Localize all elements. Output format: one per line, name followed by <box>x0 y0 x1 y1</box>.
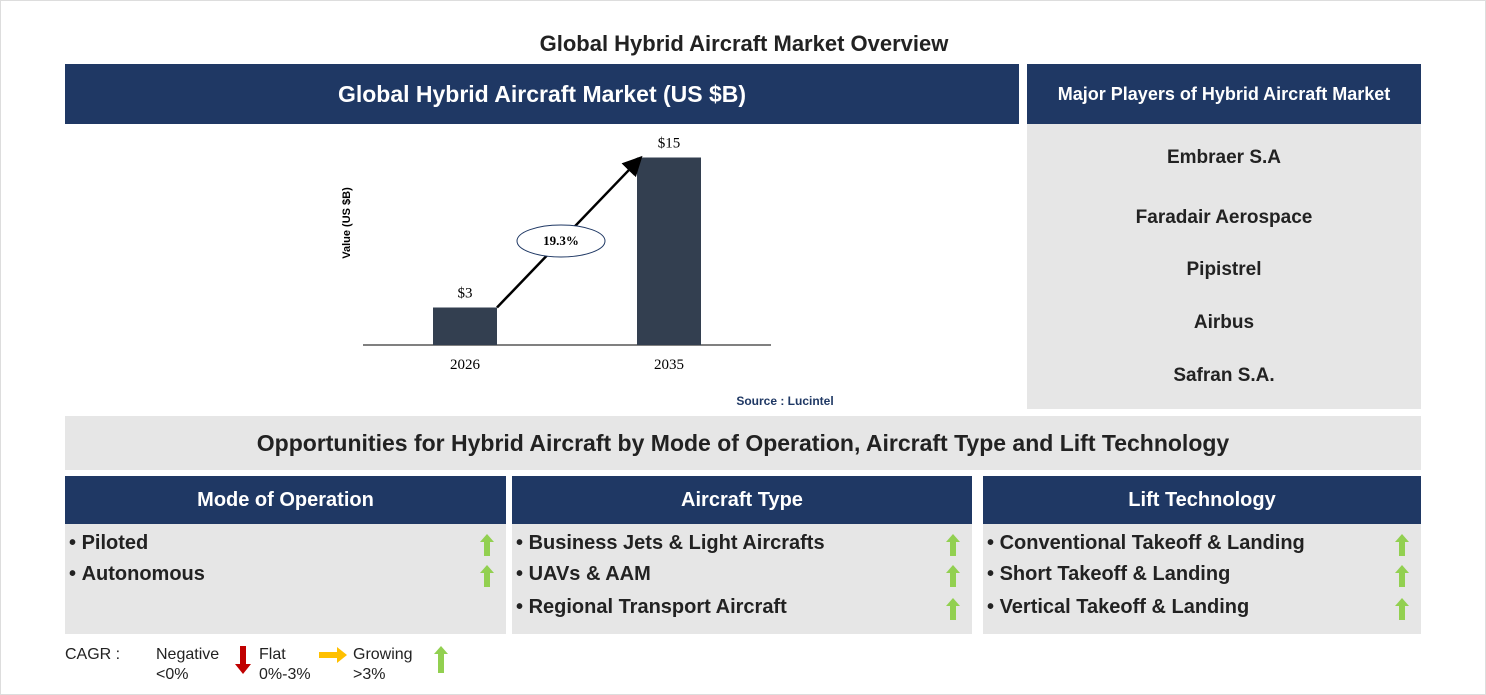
player-name: Embraer S.A <box>1166 147 1282 168</box>
column-header: Lift Technology <box>983 476 1421 524</box>
legend-label: CAGR : <box>65 646 121 663</box>
arrow-shape <box>1395 598 1409 620</box>
arrow-shape <box>319 647 347 663</box>
value-label: $3 <box>458 286 473 302</box>
y-axis-label: Value (US $B) <box>341 187 353 259</box>
arrow-shape <box>1395 534 1409 556</box>
page-title: Global Hybrid Aircraft Market Overview <box>539 31 949 56</box>
growth-arrow <box>1395 598 1409 620</box>
growth-arrow <box>1395 534 1409 556</box>
legend-name: Flat <box>259 646 286 663</box>
player-name: Airbus <box>1193 312 1255 333</box>
arrow-shape <box>480 534 494 556</box>
arrow-shape <box>946 598 960 620</box>
column-header: Aircraft Type <box>512 476 972 524</box>
column-body: Conventional Takeoff & Landing Short Take… <box>983 524 1421 634</box>
players-panel: Embraer S.A Faradair Aerospace Pipistrel Ai… <box>1027 124 1421 409</box>
opportunity-item: Regional Transport Aircraft <box>516 596 787 619</box>
opportunity-item: Piloted <box>69 532 149 555</box>
chart: Value (US $B) $3 2026 $15 2035 19.3% Source : … <box>341 136 834 409</box>
bar <box>433 307 497 345</box>
opportunity-item: Short Takeoff & Landing <box>987 563 1231 586</box>
opportunity-item: UAVs & AAM <box>516 563 651 586</box>
opportunity-item: Conventional Takeoff & Landing <box>987 532 1305 555</box>
flat-arrow <box>319 647 347 663</box>
players-header: Major Players of Hybrid Aircraft Market <box>1027 64 1421 124</box>
growth-arrow <box>946 565 960 587</box>
legend-range: 0%-3% <box>259 666 311 683</box>
column-header: Mode of Operation <box>65 476 506 524</box>
arrow-shape <box>946 534 960 556</box>
arrow-shape <box>235 646 251 674</box>
legend-range: >3% <box>353 666 386 683</box>
arrow-shape <box>480 565 494 587</box>
player-name: Safran S.A. <box>1173 365 1275 386</box>
growth-arrow <box>434 646 448 673</box>
value-label: $15 <box>658 136 681 152</box>
cagr-bubble <box>516 224 606 258</box>
growth-arrow <box>946 598 960 620</box>
opportunity-item: Vertical Takeoff & Landing <box>987 596 1250 619</box>
growth-arrow <box>480 565 494 587</box>
arrow-shape <box>434 646 448 673</box>
negative-arrow <box>235 646 251 674</box>
arrow-shape <box>1395 565 1409 587</box>
chart-header: Global Hybrid Aircraft Market (US $B) <box>65 64 1019 124</box>
player-name: Pipistrel <box>1186 259 1262 280</box>
source: Source : Lucintel <box>736 394 833 408</box>
opportunities-title: Opportunities for Hybrid Aircraft by Mod… <box>65 416 1421 470</box>
x-tick-label: 2026 <box>450 357 481 373</box>
growth-arrow <box>1395 565 1409 587</box>
opportunity-item: Business Jets & Light Aircrafts <box>516 532 825 555</box>
x-tick-label: 2035 <box>654 357 684 373</box>
legend-name: Negative <box>156 646 220 663</box>
bar <box>637 157 701 345</box>
column-body: Business Jets & Light Aircrafts UAVs & AA… <box>512 524 972 634</box>
arrow-shape <box>946 565 960 587</box>
player-name: Faradair Aerospace <box>1135 207 1313 228</box>
opportunity-item: Autonomous <box>69 563 205 586</box>
legend-name: Growing <box>353 646 413 663</box>
growth-arrow <box>480 534 494 556</box>
legend-range: <0% <box>156 666 189 683</box>
cagr-label: 19.3% <box>543 233 579 248</box>
column-body: Piloted Autonomous <box>65 524 506 634</box>
growth-arrow <box>946 534 960 556</box>
